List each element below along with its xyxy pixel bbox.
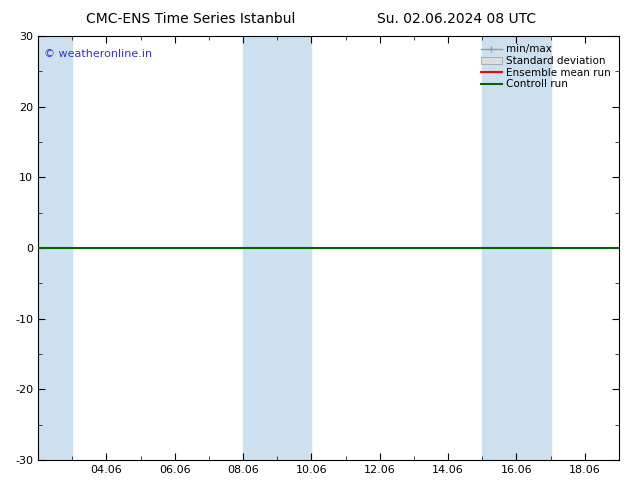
- Text: © weatheronline.in: © weatheronline.in: [44, 49, 152, 59]
- Bar: [482, 36, 517, 460]
- Text: Su. 02.06.2024 08 UTC: Su. 02.06.2024 08 UTC: [377, 12, 536, 26]
- Bar: [517, 36, 551, 460]
- Text: CMC-ENS Time Series Istanbul: CMC-ENS Time Series Istanbul: [86, 12, 295, 26]
- Bar: [243, 36, 277, 460]
- Legend: min/max, Standard deviation, Ensemble mean run, Controll run: min/max, Standard deviation, Ensemble me…: [478, 41, 614, 92]
- Bar: [38, 36, 72, 460]
- Bar: [277, 36, 311, 460]
